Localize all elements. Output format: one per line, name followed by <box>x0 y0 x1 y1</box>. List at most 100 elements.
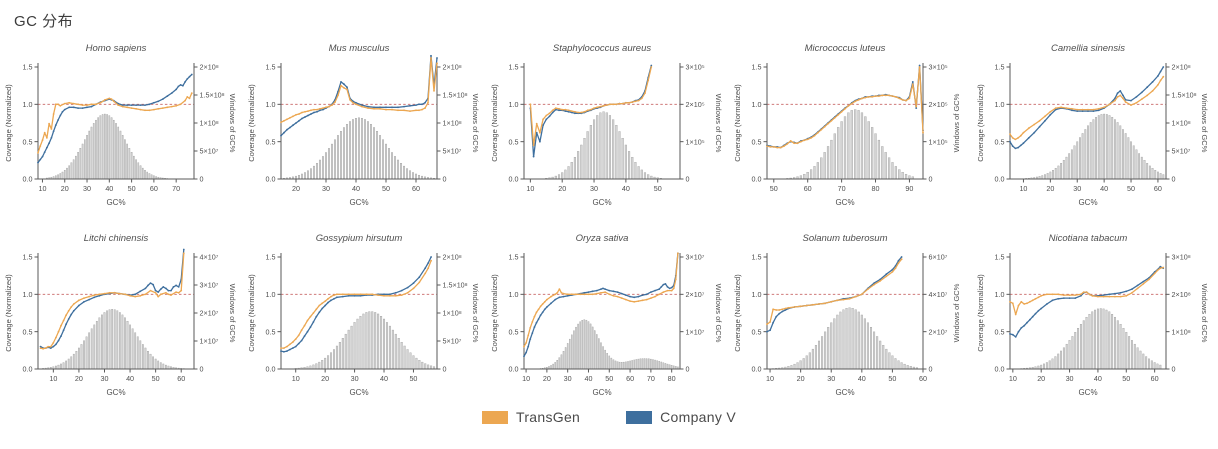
svg-text:GC%: GC% <box>1078 198 1097 207</box>
svg-text:1.0: 1.0 <box>23 290 33 299</box>
svg-text:0.5: 0.5 <box>23 137 33 146</box>
svg-text:0: 0 <box>443 365 447 374</box>
svg-text:0.0: 0.0 <box>752 175 762 184</box>
svg-text:1.5: 1.5 <box>752 63 762 72</box>
svg-text:60: 60 <box>177 374 185 383</box>
svg-text:50: 50 <box>654 184 662 193</box>
svg-text:Litchi chinensis: Litchi chinensis <box>84 233 149 244</box>
svg-text:0.0: 0.0 <box>23 365 33 374</box>
svg-text:60: 60 <box>626 374 634 383</box>
svg-text:30: 30 <box>1066 374 1074 383</box>
svg-text:1.0: 1.0 <box>509 100 519 109</box>
svg-text:2×10⁸: 2×10⁸ <box>200 63 219 72</box>
legend-item-transgen: TransGen <box>482 409 580 425</box>
svg-text:1.0: 1.0 <box>995 290 1005 299</box>
svg-text:1.0: 1.0 <box>995 100 1005 109</box>
svg-text:Windows of GC%: Windows of GC% <box>952 283 961 342</box>
svg-text:1.5: 1.5 <box>23 253 33 262</box>
svg-text:1.5: 1.5 <box>752 253 762 262</box>
svg-text:GC%: GC% <box>592 388 611 397</box>
svg-text:GC%: GC% <box>1078 388 1097 397</box>
svg-text:30: 30 <box>100 374 108 383</box>
svg-text:0.5: 0.5 <box>509 327 519 336</box>
svg-text:Coverage (Normalized): Coverage (Normalized) <box>976 84 985 162</box>
svg-text:4×10⁷: 4×10⁷ <box>929 290 948 299</box>
svg-text:2×10⁷: 2×10⁷ <box>929 327 948 336</box>
svg-text:1.0: 1.0 <box>752 100 762 109</box>
svg-text:0.5: 0.5 <box>266 327 276 336</box>
svg-text:Camellia sinensis: Camellia sinensis <box>1051 43 1125 54</box>
svg-text:Homo sapiens: Homo sapiens <box>86 43 147 54</box>
svg-text:Windows of GC%: Windows of GC% <box>1200 94 1209 153</box>
svg-text:50: 50 <box>382 184 390 193</box>
svg-text:Coverage (Normalized): Coverage (Normalized) <box>490 84 499 162</box>
svg-text:3×10⁵: 3×10⁵ <box>929 63 948 72</box>
svg-text:1.5×10⁸: 1.5×10⁸ <box>443 91 468 100</box>
svg-text:Coverage (Normalized): Coverage (Normalized) <box>976 274 985 352</box>
svg-text:0: 0 <box>1172 365 1176 374</box>
svg-text:0.0: 0.0 <box>23 175 33 184</box>
svg-text:Gossypium hirsutum: Gossypium hirsutum <box>316 233 403 244</box>
svg-text:Coverage (Normalized): Coverage (Normalized) <box>247 84 256 162</box>
svg-text:20: 20 <box>797 374 805 383</box>
svg-text:0.0: 0.0 <box>509 175 519 184</box>
svg-text:60: 60 <box>919 374 927 383</box>
svg-text:30: 30 <box>564 374 572 383</box>
svg-text:40: 40 <box>1094 374 1102 383</box>
svg-text:50: 50 <box>1127 184 1135 193</box>
svg-text:1.5: 1.5 <box>995 253 1005 262</box>
svg-text:Oryza sativa: Oryza sativa <box>576 233 629 244</box>
svg-text:1.0: 1.0 <box>23 100 33 109</box>
svg-text:60: 60 <box>412 184 420 193</box>
svg-text:20: 20 <box>558 184 566 193</box>
svg-text:0.5: 0.5 <box>995 327 1005 336</box>
svg-text:3×10⁸: 3×10⁸ <box>1172 253 1191 262</box>
svg-text:Windows of GC%: Windows of GC% <box>471 94 480 153</box>
svg-text:1.5: 1.5 <box>266 63 276 72</box>
svg-text:10: 10 <box>1019 184 1027 193</box>
svg-text:1×10⁸: 1×10⁸ <box>443 119 462 128</box>
svg-text:3×10⁷: 3×10⁷ <box>200 281 219 290</box>
svg-text:GC%: GC% <box>106 388 125 397</box>
svg-text:40: 40 <box>858 374 866 383</box>
svg-text:10: 10 <box>1009 374 1017 383</box>
svg-text:1×10⁷: 1×10⁷ <box>686 327 705 336</box>
svg-text:50: 50 <box>128 184 136 193</box>
svg-text:0.5: 0.5 <box>509 137 519 146</box>
svg-text:40: 40 <box>380 374 388 383</box>
svg-text:20: 20 <box>75 374 83 383</box>
svg-text:10: 10 <box>49 374 57 383</box>
svg-text:0: 0 <box>200 365 204 374</box>
svg-text:0.5: 0.5 <box>752 137 762 146</box>
svg-text:1.0: 1.0 <box>752 290 762 299</box>
svg-text:60: 60 <box>804 184 812 193</box>
svg-text:6×10⁷: 6×10⁷ <box>929 253 948 262</box>
svg-text:0.0: 0.0 <box>509 365 519 374</box>
svg-text:30: 30 <box>83 184 91 193</box>
svg-text:0: 0 <box>686 365 690 374</box>
svg-text:0: 0 <box>929 365 933 374</box>
svg-text:20: 20 <box>1046 184 1054 193</box>
svg-text:10: 10 <box>292 374 300 383</box>
svg-text:20: 20 <box>321 374 329 383</box>
svg-text:GC%: GC% <box>835 198 854 207</box>
svg-text:1.5×10⁸: 1.5×10⁸ <box>443 281 468 290</box>
svg-text:1.0: 1.0 <box>266 290 276 299</box>
svg-text:30: 30 <box>1073 184 1081 193</box>
svg-text:70: 70 <box>647 374 655 383</box>
svg-text:1.0: 1.0 <box>509 290 519 299</box>
svg-text:1×10⁸: 1×10⁸ <box>1172 119 1191 128</box>
svg-text:50: 50 <box>152 374 160 383</box>
svg-text:GC%: GC% <box>349 198 368 207</box>
svg-text:Windows of GC%: Windows of GC% <box>714 94 723 153</box>
svg-text:1×10⁸: 1×10⁸ <box>443 309 462 318</box>
